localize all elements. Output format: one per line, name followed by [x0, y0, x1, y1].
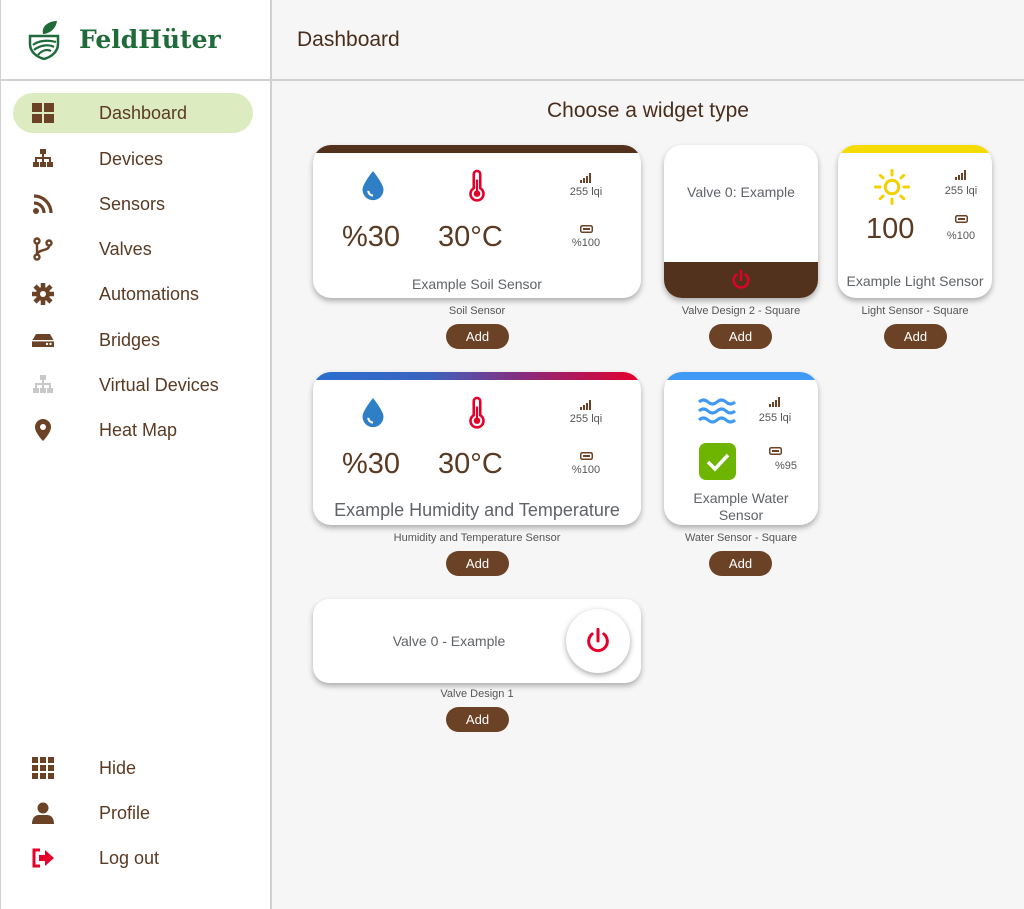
signal-icon [580, 173, 591, 183]
widget-name: Example Humidity and Temperature [334, 500, 620, 520]
humidity-value: %30 [342, 448, 401, 480]
battery-icon [580, 452, 593, 460]
humidity-temperature-widget-preview: 255 lqi %100 %30 30°C Example Humidity a… [313, 372, 641, 525]
widget-name: Valve 0: Example [687, 184, 795, 200]
sidebar-item-label: Virtual Devices [99, 374, 219, 395]
widget-type-label: Soil Sensor [448, 305, 506, 317]
valve-control-bar[interactable] [664, 262, 818, 298]
sidebar-item-label: Valves [99, 238, 152, 259]
sidebar-item-automations[interactable]: Automations [13, 274, 253, 314]
battery-icon [769, 447, 782, 455]
widget-name: Example Soil Sensor [412, 276, 542, 292]
add-valve-design-2-button[interactable]: Add [709, 324, 772, 349]
sidebar: FeldHüter Dashboard Devices Sensors Valv… [0, 0, 272, 909]
sidebar-item-label: Automations [99, 283, 200, 304]
sidebar-item-label: Dashboard [99, 102, 188, 123]
battery-value: %100 [571, 237, 601, 249]
water-waves-icon [698, 398, 736, 424]
page-title: Dashboard [297, 27, 400, 51]
battery-value: %95 [774, 460, 798, 472]
add-soil-sensor-button[interactable]: Add [446, 324, 509, 349]
temperature-value: 30°C [438, 448, 503, 480]
branch-icon [33, 237, 53, 261]
sidebar-item-label: Heat Map [99, 419, 178, 440]
page-header: Dashboard [272, 0, 1024, 81]
sidebar-item-virtual-devices[interactable]: Virtual Devices [13, 365, 253, 405]
add-valve-design-1-button[interactable]: Add [446, 707, 509, 732]
power-icon[interactable] [730, 269, 752, 291]
valve-square-widget-preview: Valve 0: Example [664, 145, 818, 298]
widget-type-label: Water Sensor - Square [684, 532, 798, 544]
water-sensor-widget-preview: 255 lqi %95 Example Water Sensor [664, 372, 818, 525]
lqi-value: 255 lqi [569, 413, 603, 425]
battery-value: %100 [571, 464, 601, 476]
power-icon [587, 627, 609, 653]
sitemap-icon [33, 375, 53, 393]
sidebar-item-devices[interactable]: Devices [13, 139, 253, 179]
hdd-icon [32, 334, 54, 347]
sidebar-item-bridges[interactable]: Bridges [13, 320, 253, 360]
lqi-value: 255 lqi [569, 186, 603, 198]
sidebar-item-hide[interactable]: Hide [13, 748, 253, 788]
thermometer-icon [469, 169, 485, 202]
logo[interactable]: FeldHüter [1, 0, 270, 81]
valve-widget-preview: Valve 0 - Example [313, 599, 641, 683]
light-sensor-widget-preview: 255 lqi %100 100 Example Light Sensor [838, 145, 992, 298]
sidebar-item-sensors[interactable]: Sensors [13, 184, 253, 224]
widget-type-label: Humidity and Temperature Sensor [393, 532, 561, 544]
water-drop-icon [361, 396, 385, 429]
lqi-value: 255 lqi [758, 412, 792, 424]
sidebar-item-label: Profile [99, 802, 151, 823]
sidebar-item-profile[interactable]: Profile [13, 793, 253, 833]
gear-icon [32, 283, 54, 305]
add-water-sensor-button[interactable]: Add [709, 551, 772, 576]
sidebar-item-dashboard[interactable]: Dashboard [13, 93, 253, 133]
sitemap-icon [33, 149, 53, 167]
valve-power-button[interactable] [566, 609, 630, 673]
soil-sensor-widget-preview: 255 lqi %100 %30 30°C Example Soil Senso… [313, 145, 641, 298]
widget-type-label: Light Sensor - Square [861, 305, 969, 317]
app-name: FeldHüter [79, 25, 221, 54]
signal-icon [769, 397, 780, 407]
widget-name: Example Water Sensor [693, 490, 789, 523]
sun-icon [874, 169, 910, 205]
sidebar-item-valves[interactable]: Valves [13, 229, 253, 269]
thermometer-icon [469, 396, 485, 429]
section-title: Choose a widget type [547, 99, 749, 122]
add-humidity-temperature-button[interactable]: Add [446, 551, 509, 576]
user-icon [32, 802, 54, 824]
sidebar-item-label: Bridges [99, 329, 161, 350]
widget-name: Valve 0 - Example [392, 633, 506, 649]
water-drop-icon [361, 169, 385, 202]
battery-value: %100 [946, 230, 976, 242]
sidebar-item-label: Sensors [99, 193, 166, 214]
grid-icon [32, 757, 54, 779]
sidebar-item-label: Devices [99, 148, 164, 169]
logo-shield-leaf-icon [28, 20, 60, 60]
logout-icon [32, 848, 54, 868]
sidebar-item-label: Hide [99, 757, 137, 778]
rss-icon [33, 194, 53, 214]
signal-icon [955, 170, 966, 180]
widget-type-label: Valve Design 1 [440, 688, 514, 700]
humidity-value: %30 [342, 221, 401, 253]
battery-icon [955, 215, 968, 223]
sidebar-item-label: Log out [99, 847, 160, 868]
light-value: 100 [866, 213, 915, 245]
status-ok-icon [699, 443, 736, 480]
dashboard-icon [32, 103, 54, 123]
temperature-value: 30°C [438, 221, 503, 253]
sidebar-item-heat-map[interactable]: Heat Map [13, 410, 253, 450]
widget-type-label: Valve Design 2 - Square [681, 305, 801, 317]
add-light-sensor-button[interactable]: Add [884, 324, 947, 349]
lqi-value: 255 lqi [944, 185, 978, 197]
battery-icon [580, 225, 593, 233]
signal-icon [580, 400, 591, 410]
map-pin-icon [35, 419, 51, 441]
widget-name: Example Light Sensor [846, 273, 984, 289]
sidebar-item-logout[interactable]: Log out [13, 838, 253, 878]
